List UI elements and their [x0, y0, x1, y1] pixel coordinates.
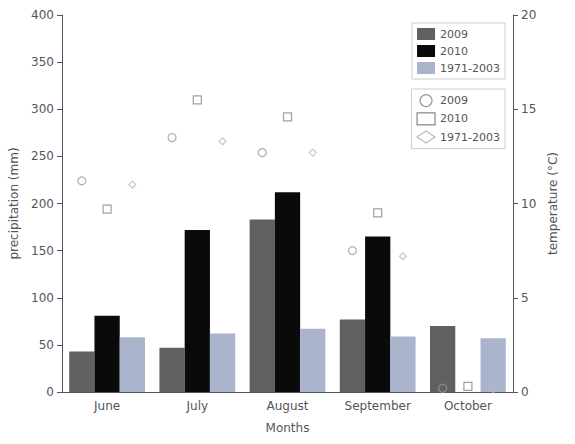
svg-text:1971-2003: 1971-2003 — [440, 131, 500, 144]
svg-text:15: 15 — [521, 102, 536, 116]
svg-text:September: September — [345, 399, 411, 413]
svg-text:Months: Months — [266, 421, 310, 435]
svg-text:400: 400 — [31, 8, 54, 22]
svg-text:1971-2003: 1971-2003 — [440, 62, 500, 75]
svg-text:August: August — [267, 399, 309, 413]
svg-text:350: 350 — [31, 55, 54, 69]
svg-text:2009: 2009 — [440, 94, 468, 107]
svg-text:50: 50 — [39, 338, 54, 352]
svg-text:2010: 2010 — [440, 112, 468, 125]
svg-text:100: 100 — [31, 291, 54, 305]
svg-text:10: 10 — [521, 197, 536, 211]
svg-text:precipitation (mm): precipitation (mm) — [7, 147, 21, 259]
svg-text:2010: 2010 — [440, 45, 468, 58]
svg-text:July: July — [186, 399, 209, 413]
svg-text:0: 0 — [46, 385, 54, 399]
svg-text:250: 250 — [31, 149, 54, 163]
svg-text:October: October — [444, 399, 492, 413]
svg-text:2009: 2009 — [440, 28, 468, 41]
svg-text:temperature (°C): temperature (°C) — [546, 152, 560, 255]
svg-text:200: 200 — [31, 197, 54, 211]
svg-text:5: 5 — [521, 291, 529, 305]
svg-text:300: 300 — [31, 102, 54, 116]
svg-text:June: June — [93, 399, 120, 413]
svg-text:150: 150 — [31, 244, 54, 258]
svg-text:20: 20 — [521, 8, 536, 22]
svg-text:0: 0 — [521, 385, 529, 399]
